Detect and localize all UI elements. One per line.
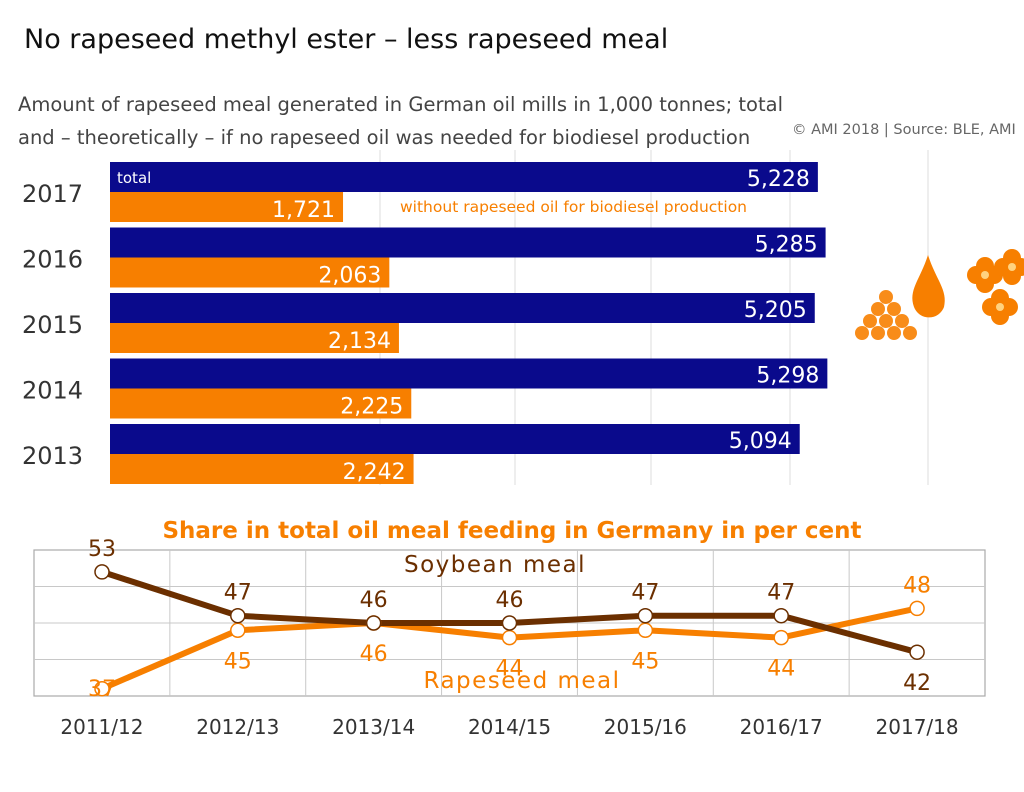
x-tick-label: 2014/15 xyxy=(468,715,551,739)
flower-icon xyxy=(994,249,1024,285)
year-label: 2016 xyxy=(22,246,83,274)
series-name-rapeseed: Rapeseed meal xyxy=(423,668,620,694)
bar-without-value: 2,242 xyxy=(343,460,406,485)
source-note: © AMI 2018 | Source: BLE, AMI xyxy=(792,122,1016,138)
flower-center xyxy=(1008,263,1016,271)
bar-without-value: 2,225 xyxy=(340,395,403,420)
rapeseed-point xyxy=(94,680,110,697)
bar-without xyxy=(110,192,344,222)
soybean-point xyxy=(94,564,110,580)
bar-chart: 2017 5,228 1,721 total without rapeseed oil … xyxy=(22,150,1024,485)
year-label: 2015 xyxy=(22,311,83,339)
flower-center xyxy=(981,271,989,279)
bar-without xyxy=(110,257,390,288)
bar-total-value: 5,285 xyxy=(755,233,818,258)
bar-total xyxy=(110,227,826,258)
flower-center xyxy=(996,303,1004,311)
seed-icon xyxy=(879,314,893,328)
seed-icon xyxy=(879,290,893,304)
rapeseed-data-label: 45 xyxy=(631,649,659,674)
x-tick-label: 2017/18 xyxy=(876,715,959,739)
rapeseed-illustration xyxy=(855,249,1024,340)
soybean-point xyxy=(773,607,789,624)
soybean-data-label: 47 xyxy=(631,581,659,606)
soybean-data-label: 47 xyxy=(224,581,252,606)
rapeseed-point xyxy=(230,622,246,639)
bar-total-value: 5,094 xyxy=(729,429,792,454)
rapeseed-data-label: 48 xyxy=(903,573,931,598)
soybean-data-label: 53 xyxy=(88,537,116,562)
x-tick-label: 2015/16 xyxy=(604,715,687,739)
legend-without: without rapeseed oil for biodiesel produ… xyxy=(400,198,747,216)
seed-icon xyxy=(863,314,877,328)
seed-icon xyxy=(887,326,901,340)
series-name-soybean: Soybean meal xyxy=(404,552,586,578)
soybean-point xyxy=(909,644,925,660)
line-chart-title: Share in total oil meal feeding in Germa… xyxy=(162,518,861,544)
soybean-point xyxy=(637,607,654,624)
flower-petal xyxy=(991,289,1009,307)
seed-icon xyxy=(855,326,869,340)
legend-total: total xyxy=(117,169,151,187)
seed-icon xyxy=(887,302,901,316)
line-chart: Share in total oil meal feeding in Germa… xyxy=(33,518,986,739)
seed-icon xyxy=(903,326,917,340)
flower-petal xyxy=(976,257,994,275)
bar-without-value: 2,134 xyxy=(328,329,391,354)
x-tick-label: 2016/17 xyxy=(740,715,823,739)
seed-icon xyxy=(871,326,885,340)
soybean-point xyxy=(365,615,382,631)
bar-without xyxy=(110,323,399,353)
bar-without xyxy=(110,454,414,484)
bar-total-value: 5,298 xyxy=(756,364,819,389)
flower-icon xyxy=(967,257,1003,293)
rapeseed-point xyxy=(909,600,925,617)
bar-total xyxy=(110,358,828,389)
rapeseed-point xyxy=(773,629,789,646)
soybean-data-label: 42 xyxy=(903,671,931,696)
bar-without xyxy=(110,388,412,419)
bar-total xyxy=(110,424,800,454)
rapeseed-data-label: 45 xyxy=(224,649,252,674)
rapeseed-data-label: 44 xyxy=(767,657,795,682)
year-label: 2017 xyxy=(22,180,83,208)
flower-petal xyxy=(1003,249,1021,267)
x-tick-label: 2012/13 xyxy=(196,715,279,739)
page-title: No rapeseed methyl ester – less rapeseed… xyxy=(24,24,669,55)
bar-total-value: 5,228 xyxy=(747,167,810,192)
seed-icon xyxy=(895,314,909,328)
x-tick-label: 2011/12 xyxy=(60,715,143,739)
year-label: 2014 xyxy=(22,377,83,405)
rapeseed-data-label: 37 xyxy=(88,677,116,702)
year-label: 2013 xyxy=(22,442,83,470)
bar-without-value: 1,721 xyxy=(272,198,335,223)
x-tick-label: 2013/14 xyxy=(332,715,415,739)
flower-icon xyxy=(982,289,1018,325)
bar-total xyxy=(110,293,815,323)
rapeseed-data-label: 44 xyxy=(496,657,524,682)
rapeseed-data-label: 46 xyxy=(360,642,388,667)
soybean-data-label: 46 xyxy=(496,588,524,613)
rapeseed-point xyxy=(637,622,654,639)
oil-drop-icon xyxy=(912,255,945,318)
bar-without-value: 2,063 xyxy=(318,264,381,289)
bar-total xyxy=(110,162,818,192)
chart-subtitle: Amount of rapeseed meal generated in Ger… xyxy=(18,93,784,149)
bar-total-value: 5,205 xyxy=(744,298,807,323)
soybean-data-label: 46 xyxy=(360,588,388,613)
soybean-data-label: 47 xyxy=(767,581,795,606)
soybean-point xyxy=(230,607,246,624)
soybean-point xyxy=(501,615,518,631)
seed-icon xyxy=(871,302,885,316)
rapeseed-point xyxy=(501,629,518,646)
